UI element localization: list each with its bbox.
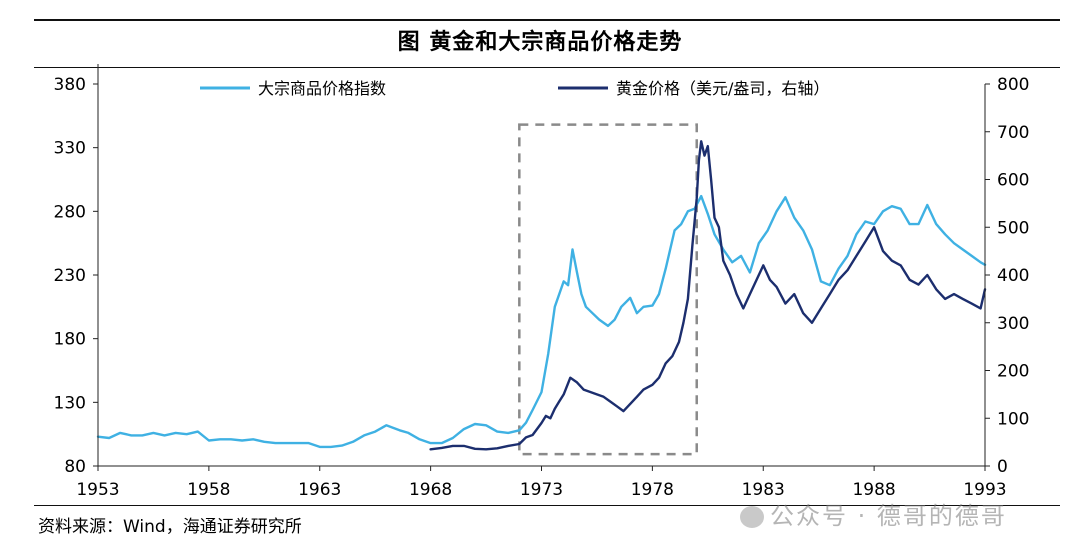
source-rule xyxy=(34,505,1060,506)
y-left-tick-label: 130 xyxy=(54,393,86,413)
y-right-tick-label: 0 xyxy=(997,457,1008,477)
watermark-text: 公众号 · 德哥的德哥 xyxy=(770,502,1007,530)
series-line-commodity-index xyxy=(96,194,987,449)
x-tick-label: 1983 xyxy=(742,480,785,500)
wechat-icon xyxy=(740,506,764,528)
y-left-tick-label: 230 xyxy=(54,266,86,286)
y-left-tick-label: 380 xyxy=(54,75,86,95)
source-note: 资料来源：Wind，海通证券研究所 xyxy=(38,517,302,537)
x-tick-label: 1978 xyxy=(631,480,674,500)
top-rule xyxy=(34,19,1060,21)
y-right-tick-label: 300 xyxy=(997,314,1029,334)
y-right-tick-label: 200 xyxy=(997,362,1029,382)
y-left-tick-label: 80 xyxy=(64,457,86,477)
x-tick-label: 1953 xyxy=(76,480,119,500)
x-tick-label: 1958 xyxy=(187,480,230,500)
watermark: 公众号 · 德哥的德哥 xyxy=(740,496,1007,531)
y-left-tick-label: 180 xyxy=(54,330,86,350)
y-right-tick-label: 400 xyxy=(997,266,1029,286)
highlight-box xyxy=(518,123,698,456)
legend-label-gold: 黄金价格（美元/盎司，右轴） xyxy=(616,79,829,98)
series-line-gold-price xyxy=(429,140,987,451)
title-rule xyxy=(34,67,1060,68)
y-right-tick-label: 500 xyxy=(997,218,1029,238)
y-right-tick-label: 800 xyxy=(997,75,1029,95)
y-right-tick-label: 600 xyxy=(997,171,1029,191)
y-right-tick-label: 100 xyxy=(997,409,1029,429)
y-left-tick-label: 330 xyxy=(54,139,86,159)
chart-title: 图 黄金和大宗商品价格走势 xyxy=(397,30,683,55)
x-tick-label: 1963 xyxy=(298,480,341,500)
x-tick-label: 1988 xyxy=(852,480,895,500)
x-tick-label: 1973 xyxy=(520,480,563,500)
x-tick-label: 1968 xyxy=(409,480,452,500)
y-right-tick-label: 700 xyxy=(997,123,1029,143)
y-left-tick-label: 280 xyxy=(54,202,86,222)
x-tick-label: 1993 xyxy=(963,480,1006,500)
legend-label-commodity: 大宗商品价格指数 xyxy=(258,79,386,98)
